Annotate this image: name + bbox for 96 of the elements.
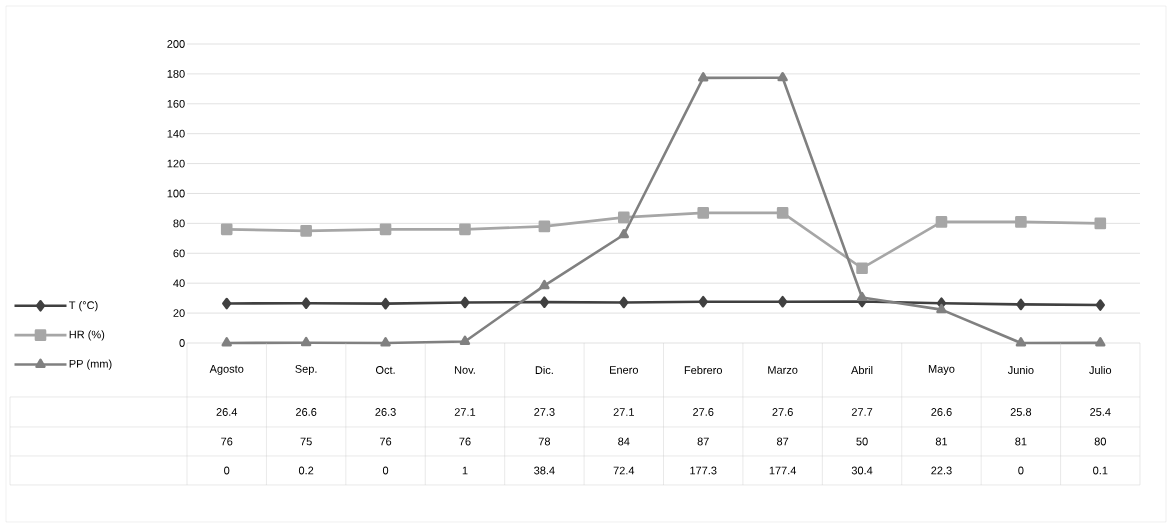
data-label: 87 — [697, 437, 709, 446]
y-tick-label: 180 — [167, 69, 185, 78]
point — [1095, 337, 1106, 347]
point — [222, 297, 232, 310]
data-label: 177.3 — [690, 466, 717, 475]
point — [1016, 298, 1026, 311]
y-tick-label: 60 — [173, 249, 185, 258]
data-label: 81 — [935, 437, 948, 446]
point — [856, 291, 868, 302]
point — [618, 211, 630, 224]
data-label: 27.1 — [613, 408, 634, 416]
data-label: 30.4 — [851, 466, 873, 475]
y-tick-label: 120 — [167, 159, 185, 168]
data-label: 27.6 — [772, 408, 793, 416]
point — [619, 296, 629, 309]
data-label: 38.4 — [534, 466, 555, 475]
y-tick-label: 200 — [167, 40, 185, 48]
data-label: 26.4 — [216, 408, 238, 416]
data-label: 76 — [379, 437, 392, 446]
legend-label: PP (mm) — [69, 359, 112, 370]
data-label: 72.4 — [613, 466, 635, 475]
data-label: 50 — [856, 437, 868, 446]
point — [220, 223, 233, 236]
data-label: 78 — [538, 437, 551, 446]
x-tick-label: Enero — [610, 366, 639, 374]
data-label: 26.6 — [295, 408, 317, 416]
point — [698, 72, 709, 82]
y-tick-label: 40 — [173, 279, 185, 288]
point — [300, 336, 312, 347]
point — [777, 71, 788, 82]
data-label: 81 — [1015, 437, 1027, 446]
data-label: 26.6 — [931, 408, 952, 416]
point — [1094, 217, 1107, 230]
point — [777, 295, 788, 308]
data-label: 80 — [1094, 437, 1106, 446]
x-tick-label: Dic. — [535, 365, 553, 375]
data-label: 27.6 — [693, 408, 714, 416]
point — [459, 335, 471, 346]
point — [380, 337, 391, 347]
x-tick-label: Junio — [1007, 365, 1034, 375]
legend-label: HR (%) — [69, 330, 105, 341]
data-label: 87 — [777, 437, 789, 446]
point — [1015, 216, 1027, 228]
data-label: 76 — [459, 437, 471, 446]
point — [459, 223, 471, 236]
point — [460, 296, 470, 309]
point — [935, 216, 948, 228]
data-label: 0.2 — [298, 466, 314, 475]
data-label: 84 — [618, 437, 630, 446]
data-label: 27.1 — [454, 408, 476, 416]
y-tick-label: 140 — [167, 129, 185, 138]
data-label: 76 — [221, 437, 233, 446]
point — [697, 207, 710, 219]
y-tick-label: 20 — [173, 309, 185, 317]
x-tick-label: Oct. — [375, 366, 395, 374]
x-tick-label: Marzo — [768, 366, 798, 374]
data-label: 25.4 — [1090, 408, 1111, 416]
point — [538, 220, 551, 233]
point — [380, 297, 391, 310]
y-tick-label: 0 — [179, 339, 185, 347]
point — [936, 303, 947, 314]
x-tick-label: Nov. — [454, 366, 475, 374]
data-label: 0 — [1018, 466, 1024, 475]
data-label: 0 — [382, 466, 389, 475]
point — [221, 337, 232, 347]
point — [618, 228, 629, 239]
point — [776, 207, 789, 219]
data-label: 27.3 — [534, 408, 555, 416]
point — [300, 225, 312, 237]
point — [856, 262, 868, 275]
x-tick-label: Agosto — [209, 365, 244, 375]
data-label: 27.7 — [851, 408, 873, 416]
legend-label: T (°C) — [69, 301, 98, 312]
point — [539, 279, 550, 290]
data-label: 25.8 — [1010, 408, 1032, 416]
point — [1095, 299, 1105, 311]
point — [1015, 337, 1027, 347]
point — [539, 296, 550, 308]
x-tick-label: Abril — [851, 365, 873, 375]
x-tick-label: Mayo — [928, 365, 955, 375]
data-label: 177.4 — [769, 466, 797, 475]
data-label: 1 — [462, 466, 468, 475]
data-label: 0 — [224, 466, 230, 475]
point — [301, 297, 311, 310]
data-label: 0.1 — [1093, 466, 1108, 475]
x-tick-label: Julio — [1089, 365, 1112, 375]
data-label: 26.3 — [375, 408, 396, 416]
y-tick-label: 100 — [167, 189, 185, 198]
point — [698, 295, 708, 308]
data-label: 22.3 — [931, 466, 952, 475]
x-tick-label: Sep. — [295, 365, 317, 375]
y-tick-label: 80 — [173, 219, 185, 228]
point — [379, 223, 392, 236]
y-tick-label: 160 — [167, 99, 185, 108]
data-label: 75 — [300, 437, 312, 446]
x-tick-label: Febrero — [684, 365, 722, 375]
